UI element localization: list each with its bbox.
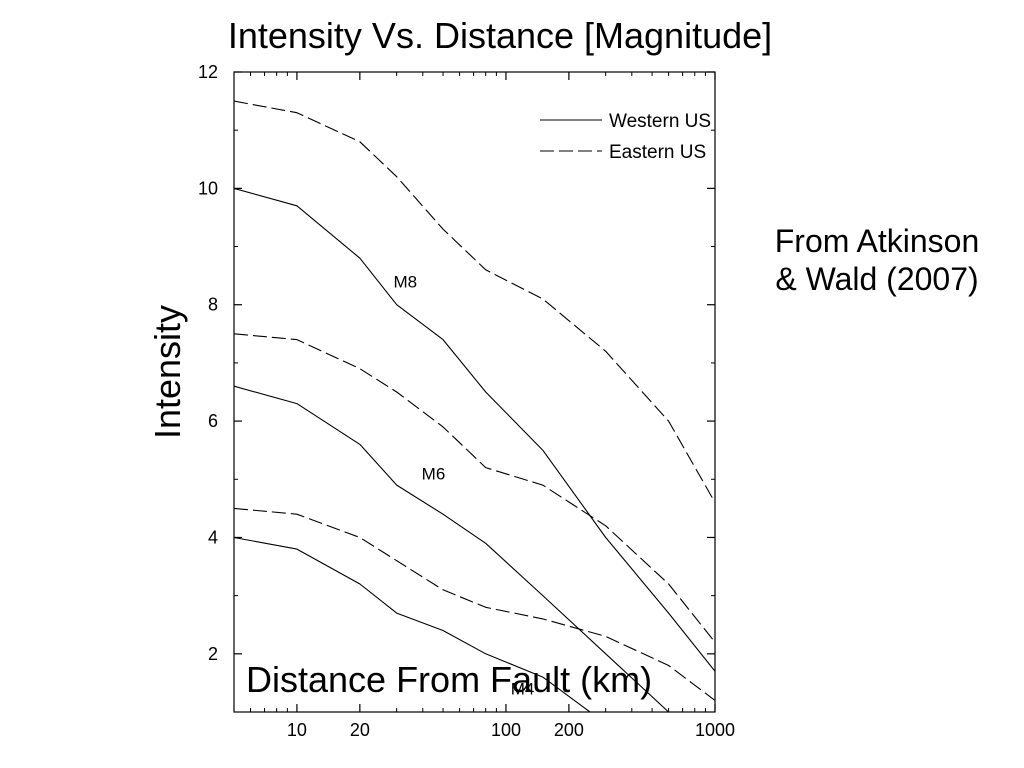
western-m4-curve bbox=[234, 536, 591, 712]
magnitude-label-m8: M8 bbox=[394, 272, 418, 291]
y-tick-label: 12 bbox=[198, 62, 218, 82]
y-tick-label: 4 bbox=[208, 527, 218, 547]
eastern-m8-curve bbox=[234, 100, 715, 503]
magnitude-label-m4: M4 bbox=[511, 680, 535, 699]
plot-frame bbox=[233, 71, 716, 713]
legend-label-eastern-us: Eastern US bbox=[609, 142, 706, 163]
western-m6-curve bbox=[234, 385, 670, 712]
slide-title: Intensity Vs. Distance [Magnitude] bbox=[227, 15, 773, 56]
source-line-2: & Wald (2007) bbox=[775, 261, 979, 297]
curves bbox=[234, 100, 715, 712]
y-tick-label: 8 bbox=[208, 295, 218, 315]
source-line-1: From Atkinson bbox=[774, 223, 980, 259]
y-axis-label: Intensity bbox=[147, 304, 188, 440]
x-axis-label-overlay: Distance From Fault (km) bbox=[246, 659, 653, 700]
y-tick-label: 10 bbox=[198, 178, 218, 198]
legend: Western US Eastern US bbox=[540, 111, 711, 163]
x-tick-label: 100 bbox=[491, 720, 521, 740]
western-m8-curve bbox=[234, 187, 715, 672]
x-tick-label: 1000 bbox=[695, 720, 735, 740]
eastern-m6-curve bbox=[234, 333, 715, 643]
source-citation: From Atkinson & Wald (2007) bbox=[752, 222, 1002, 298]
eastern-m4-curve bbox=[234, 507, 715, 701]
magnitude-label-m6: M6 bbox=[422, 464, 446, 483]
x-tick-label: 20 bbox=[350, 720, 370, 740]
y-tick-label: 2 bbox=[208, 644, 218, 664]
legend-label-western-us: Western US bbox=[609, 111, 711, 132]
axis-ticks: 2 4 6 8 10 12 10 20 100 200 1000 bbox=[198, 62, 735, 740]
y-tick-label: 6 bbox=[208, 411, 218, 431]
curve-labels: M8 M6 M4 bbox=[394, 272, 535, 698]
x-tick-label: 10 bbox=[287, 720, 307, 740]
x-tick-label: 200 bbox=[554, 720, 584, 740]
